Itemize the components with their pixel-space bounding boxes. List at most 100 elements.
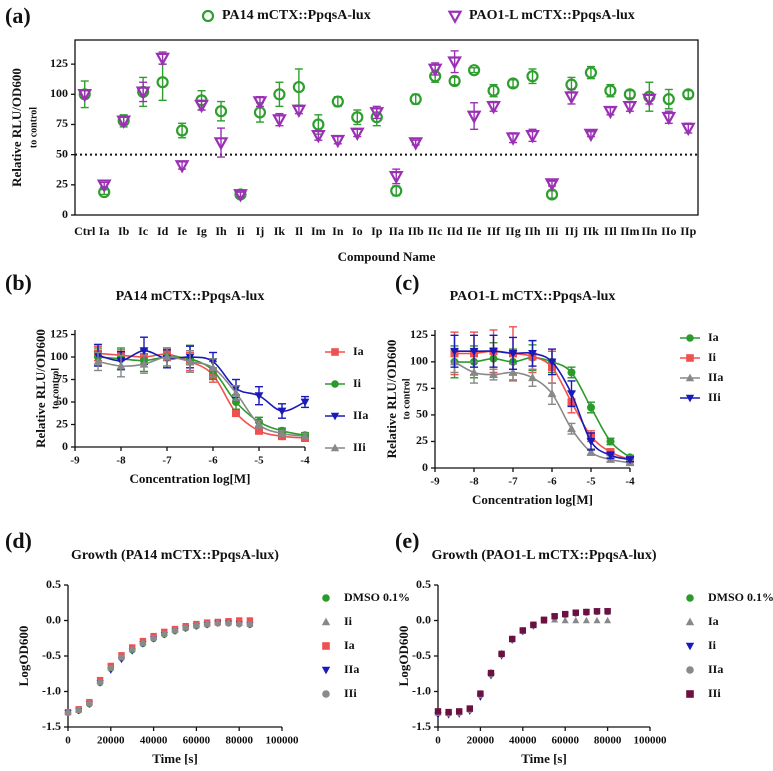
y-axis-note: to control [50, 368, 61, 409]
data-point [277, 407, 287, 416]
data-point [606, 451, 615, 460]
y-axis-note: to control [401, 378, 412, 419]
data-point [469, 347, 479, 356]
fit-line [97, 356, 306, 437]
data-point [469, 367, 479, 376]
x-tick-label: -7 [508, 476, 518, 488]
x-tick-label: IIm [620, 224, 639, 238]
fit-line [454, 350, 631, 461]
data-point [75, 706, 82, 714]
legend-label: IIi [353, 440, 366, 454]
y-axis-title: Relative RLU/OD600 [9, 68, 24, 187]
data-point [93, 356, 103, 365]
data-point [447, 56, 463, 70]
y-tick-label: 75 [56, 371, 68, 385]
data-point [486, 101, 501, 115]
data-point [64, 709, 72, 716]
data-point [255, 426, 263, 435]
data-point [530, 621, 537, 628]
error-bar [294, 68, 303, 106]
x-tick-label: -4 [625, 476, 635, 488]
data-point [225, 620, 232, 627]
legend-label: Ia [708, 614, 719, 628]
fit-line [454, 356, 631, 459]
data-point [587, 403, 595, 412]
x-tick-label: -8 [469, 476, 479, 488]
data-point [273, 88, 286, 101]
data-point [427, 63, 443, 77]
x-tick-label: IIa [389, 224, 404, 238]
y-tick-label: 100 [410, 354, 428, 368]
data-point [171, 627, 179, 634]
data-point [680, 122, 696, 137]
x-tick-label: Ii [236, 224, 245, 238]
data-point [477, 690, 484, 697]
y-tick-label: 0.5 [416, 577, 431, 591]
panel-label: (b) [5, 270, 32, 295]
legend-marker [201, 9, 215, 23]
legend-marker [322, 594, 330, 602]
data-point [310, 129, 326, 144]
x-tick-label: IIg [505, 224, 520, 238]
data-point [208, 363, 218, 372]
panel-label: (d) [5, 528, 32, 553]
legend-label: IIa [708, 370, 723, 384]
legend-marker [686, 666, 694, 674]
x-tick-label: Ctrl [74, 224, 96, 238]
legend-label: DMSO 0.1% [708, 590, 773, 604]
data-point [312, 118, 325, 131]
legend-marker [447, 10, 463, 25]
y-tick-label: 0 [62, 439, 68, 453]
data-point [544, 178, 560, 192]
data-point [505, 132, 521, 146]
y-tick-label: 50 [56, 146, 68, 160]
data-point [203, 620, 211, 628]
data-point [547, 389, 557, 398]
chart-title: Growth (PAO1-L mCTX::PpqsA-lux) [431, 548, 656, 563]
x-tick-label: IIh [525, 224, 541, 238]
y-tick-label: -0.5 [412, 648, 431, 662]
data-point [300, 398, 310, 407]
data-point [185, 356, 195, 365]
x-tick-label: Ij [256, 224, 265, 238]
data-point [118, 654, 125, 661]
data-point [162, 352, 172, 361]
data-point [450, 347, 459, 356]
data-point [193, 622, 200, 629]
legend-label: Ia [353, 344, 364, 358]
data-point [351, 111, 364, 124]
x-tick-label: IId [447, 224, 463, 238]
y-tick-label: 25 [56, 177, 68, 191]
y-tick-label: -0.5 [42, 648, 61, 662]
data-point [526, 70, 539, 83]
error-bar [625, 89, 634, 99]
data-point [194, 99, 209, 114]
data-point [564, 91, 579, 105]
x-tick-label: Ig [196, 224, 207, 238]
error-bar [217, 127, 226, 158]
error-bar [275, 81, 284, 108]
legend-label: IIa [344, 662, 359, 676]
y-tick-label: 100 [50, 349, 68, 363]
x-tick-label: 0 [65, 735, 71, 747]
data-point [291, 104, 307, 119]
y-tick-label: 25 [56, 416, 68, 430]
data-point [434, 708, 442, 715]
data-point [292, 80, 305, 94]
x-tick-label: -5 [586, 476, 596, 488]
data-point [625, 456, 635, 465]
data-point [231, 388, 241, 397]
data-point [604, 616, 612, 624]
y-axis-title: LogOD600 [16, 626, 31, 687]
data-point [586, 438, 596, 447]
data-point [547, 358, 557, 367]
x-tick-label: Ik [274, 224, 286, 238]
data-point [583, 608, 590, 616]
data-point [508, 367, 518, 376]
y-axis-title: Relative RLU/OD600 [33, 329, 48, 448]
legend-marker [322, 642, 330, 650]
y-tick-label: 50 [416, 407, 428, 421]
x-tick-label: 60000 [551, 735, 579, 747]
x-tick-label: 80000 [225, 735, 253, 747]
data-point [175, 124, 189, 137]
